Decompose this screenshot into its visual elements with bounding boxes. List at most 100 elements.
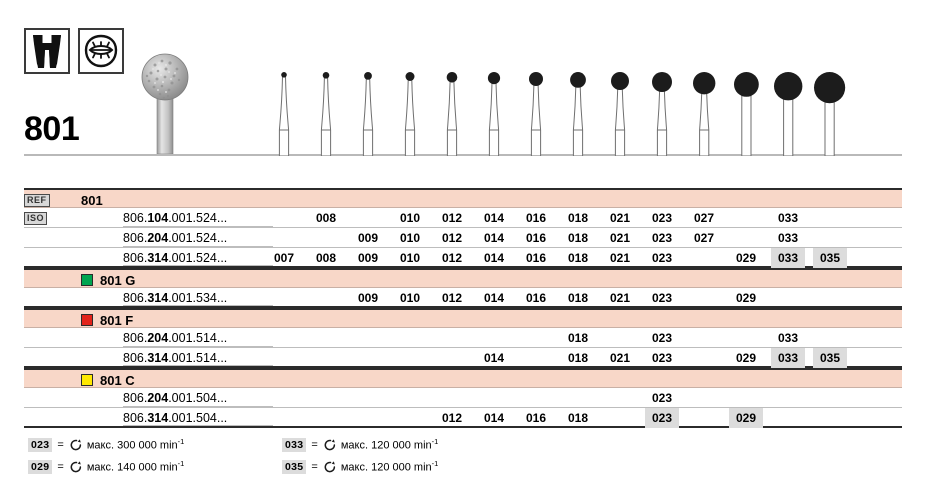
highlight-cell <box>729 408 763 428</box>
footnote-code: 035 <box>282 459 307 474</box>
bur-illustration <box>438 70 466 156</box>
footnote-text: макс. 300 000 min-1 <box>86 437 185 452</box>
code-underline <box>123 365 273 366</box>
group-label: 801 <box>81 193 103 208</box>
table-cell-035: 035 <box>819 351 841 365</box>
table-row: 806.314.001.514... 014 018 021 023 029 033 035 <box>24 348 902 368</box>
table-cell-009: 009 <box>357 291 379 305</box>
group-label: 801 C <box>100 373 135 388</box>
tooth-cross-section-icon <box>24 28 70 74</box>
color-swatch <box>81 374 93 386</box>
table-cell-009: 009 <box>357 231 379 245</box>
bur-size-illustrations <box>255 70 915 156</box>
iso-code: 806.314.001.514... <box>123 351 228 365</box>
hero-bur-illustration <box>135 52 195 155</box>
baseline-rule <box>24 154 902 156</box>
table-cell-010: 010 <box>399 231 421 245</box>
group-header-801-g: 801 G <box>24 268 902 288</box>
table-cell-016: 016 <box>525 251 547 265</box>
tooth-occlusal-icon <box>78 28 124 74</box>
table-cell-009: 009 <box>357 251 379 265</box>
table-cell-018: 018 <box>567 211 589 225</box>
table-cell-012: 012 <box>441 411 463 425</box>
iso-badge: ISO <box>24 212 48 225</box>
iso-code: 806.314.001.504... <box>123 411 228 425</box>
table-cell-023: 023 <box>651 291 673 305</box>
bur-illustration <box>270 70 298 156</box>
table-cell-008: 008 <box>315 211 337 225</box>
table-cell-014: 014 <box>483 351 505 365</box>
group-label: 801 G <box>100 273 136 288</box>
table-row: 806.314.001.524... 007 008 009 010 012 014 016 0… <box>24 248 902 268</box>
table-cell-010: 010 <box>399 251 421 265</box>
bur-illustration <box>396 70 424 156</box>
table-cell-014: 014 <box>483 231 505 245</box>
bur-illustration <box>522 70 550 156</box>
bur-illustration <box>809 70 850 156</box>
table-cell-016: 016 <box>525 211 547 225</box>
bur-illustration <box>729 70 764 156</box>
page-title: 801 <box>24 110 80 148</box>
code-underline <box>123 305 273 306</box>
footnote-item: 033 = макс. 120 000 min-1 <box>282 436 438 453</box>
code-underline <box>123 265 273 266</box>
bur-illustration <box>564 70 592 156</box>
code-underline <box>123 226 273 227</box>
table-cell-018: 018 <box>567 331 589 345</box>
ref-badge: REF <box>24 194 50 207</box>
table-cell-023: 023 <box>651 411 673 425</box>
table-row: 806.204.001.524... 009 010 012 014 016 018 021 0… <box>24 228 902 248</box>
table-cell-021: 021 <box>609 251 631 265</box>
group-header-ref: REF 801 <box>24 188 902 208</box>
footnote-text: макс. 120 000 min-1 <box>340 459 439 474</box>
highlight-cell <box>813 348 847 368</box>
table-cell-029: 029 <box>735 291 757 305</box>
table-cell-021: 021 <box>609 211 631 225</box>
bur-illustration <box>312 70 340 156</box>
footnote-equals: = <box>57 438 64 451</box>
table-cell-021: 021 <box>609 291 631 305</box>
table-cell-014: 014 <box>483 411 505 425</box>
footnote-code: 033 <box>282 437 307 452</box>
table-cell-021: 021 <box>609 351 631 365</box>
iso-code: 806.204.001.504... <box>123 391 228 405</box>
table-cell-033: 033 <box>777 211 799 225</box>
code-underline <box>123 346 273 347</box>
group-header-801-f: 801 F <box>24 308 902 328</box>
rotation-speed-icon <box>323 460 337 474</box>
table-row: 806.314.001.534... 009 010 012 014 016 018 021 0… <box>24 288 902 308</box>
table-cell-023: 023 <box>651 351 673 365</box>
table-cell-027: 027 <box>693 211 715 225</box>
highlight-cell <box>771 248 805 268</box>
footnote-legend: 023 = макс. 300 000 min-1 033 = макс. 120 000… <box>24 434 902 484</box>
table-cell-008: 008 <box>315 251 337 265</box>
table-cell-018: 018 <box>567 411 589 425</box>
footnote-item: 029 = макс. 140 000 min-1 <box>28 458 184 475</box>
table-cell-027: 027 <box>693 231 715 245</box>
table-cell-033: 033 <box>777 351 799 365</box>
table-row: 806.314.001.504... 012 014 016 018 023 029 <box>24 408 902 428</box>
table-cell-029: 029 <box>735 411 757 425</box>
table-cell-007: 007 <box>273 251 295 265</box>
table-cell-029: 029 <box>735 251 757 265</box>
table-cell-012: 012 <box>441 211 463 225</box>
table-cell-023: 023 <box>651 391 673 405</box>
table-cell-018: 018 <box>567 291 589 305</box>
table-cell-023: 023 <box>651 231 673 245</box>
table-cell-021: 021 <box>609 231 631 245</box>
table-cell-023: 023 <box>651 331 673 345</box>
table-cell-029: 029 <box>735 351 757 365</box>
footnote-code: 023 <box>28 437 53 452</box>
footnote-item: 023 = макс. 300 000 min-1 <box>28 436 184 453</box>
iso-code: 806.314.001.524... <box>123 251 228 265</box>
table-cell-016: 016 <box>525 231 547 245</box>
table-cell-014: 014 <box>483 211 505 225</box>
iso-code: 806.314.001.534... <box>123 291 228 305</box>
table-cell-012: 012 <box>441 251 463 265</box>
group-header-801-c: 801 C <box>24 368 902 388</box>
color-swatch <box>81 314 93 326</box>
rotation-speed-icon <box>69 438 83 452</box>
iso-code: 806.204.001.514... <box>123 331 228 345</box>
code-underline <box>123 406 273 407</box>
bur-illustration <box>606 70 634 156</box>
